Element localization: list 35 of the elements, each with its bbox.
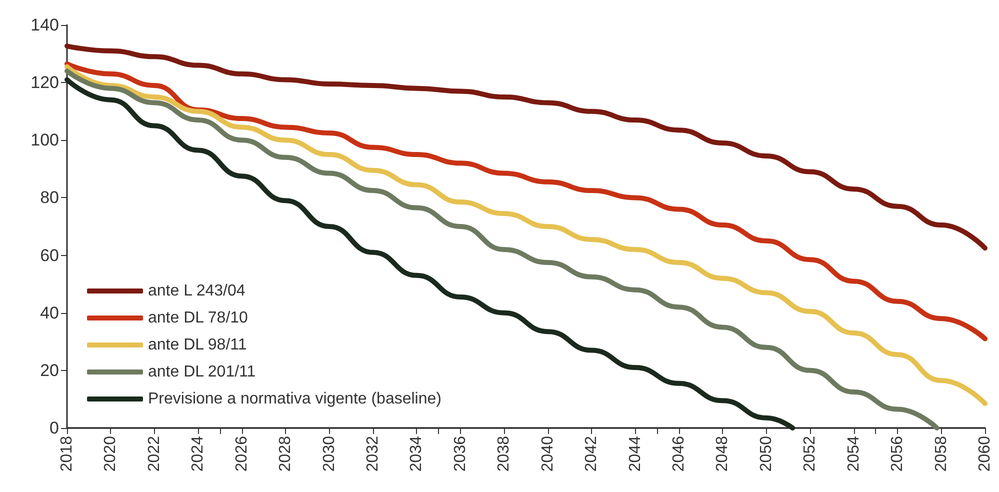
x-tick-label: 2018 [58,436,76,472]
x-tick-label: 2046 [670,436,688,472]
x-tick-label: 2028 [277,436,294,472]
legend-label: ante DL 78/10 [148,310,248,326]
x-tick-label: 2030 [320,436,338,472]
x-tick-label: 2044 [626,436,644,472]
x-tick-label: 2058 [932,436,950,472]
y-tick-label: 120 [30,73,59,92]
y-tick-label: 60 [40,246,59,265]
y-tick-label: 0 [50,418,59,438]
x-tick-label: 2052 [802,436,819,472]
x-tick-label: 2034 [408,436,426,472]
x-tick-label: 2022 [146,436,163,472]
y-tick-label: 40 [40,303,59,322]
legend-label: ante DL 201/11 [148,364,256,380]
y-tick-label: 100 [30,130,59,150]
x-tick-label: 2040 [539,436,556,472]
x-tick-label: 2048 [714,436,732,472]
x-tick-label: 2060 [976,436,994,472]
x-tick-label: 2054 [845,436,862,472]
x-tick-label: 2056 [889,436,906,472]
y-tick-label: 20 [40,360,59,380]
legend-label: ante L 243/04 [148,282,246,300]
y-tick-label: 80 [40,188,59,208]
legend-label: Previsione a normativa vigente (baseline) [148,390,442,408]
legend-label: ante DL 98/11 [148,336,247,354]
x-tick-label: 2020 [102,436,120,472]
x-tick-label: 2042 [583,436,600,472]
x-tick-label: 2032 [364,436,382,472]
y-tick-label: 140 [30,16,59,34]
x-tick-label: 2024 [190,436,207,472]
x-tick-label: 2036 [452,436,469,472]
x-tick-label: 2026 [233,436,250,472]
x-tick-label: 2038 [496,436,513,472]
x-tick-label: 2050 [758,436,775,472]
